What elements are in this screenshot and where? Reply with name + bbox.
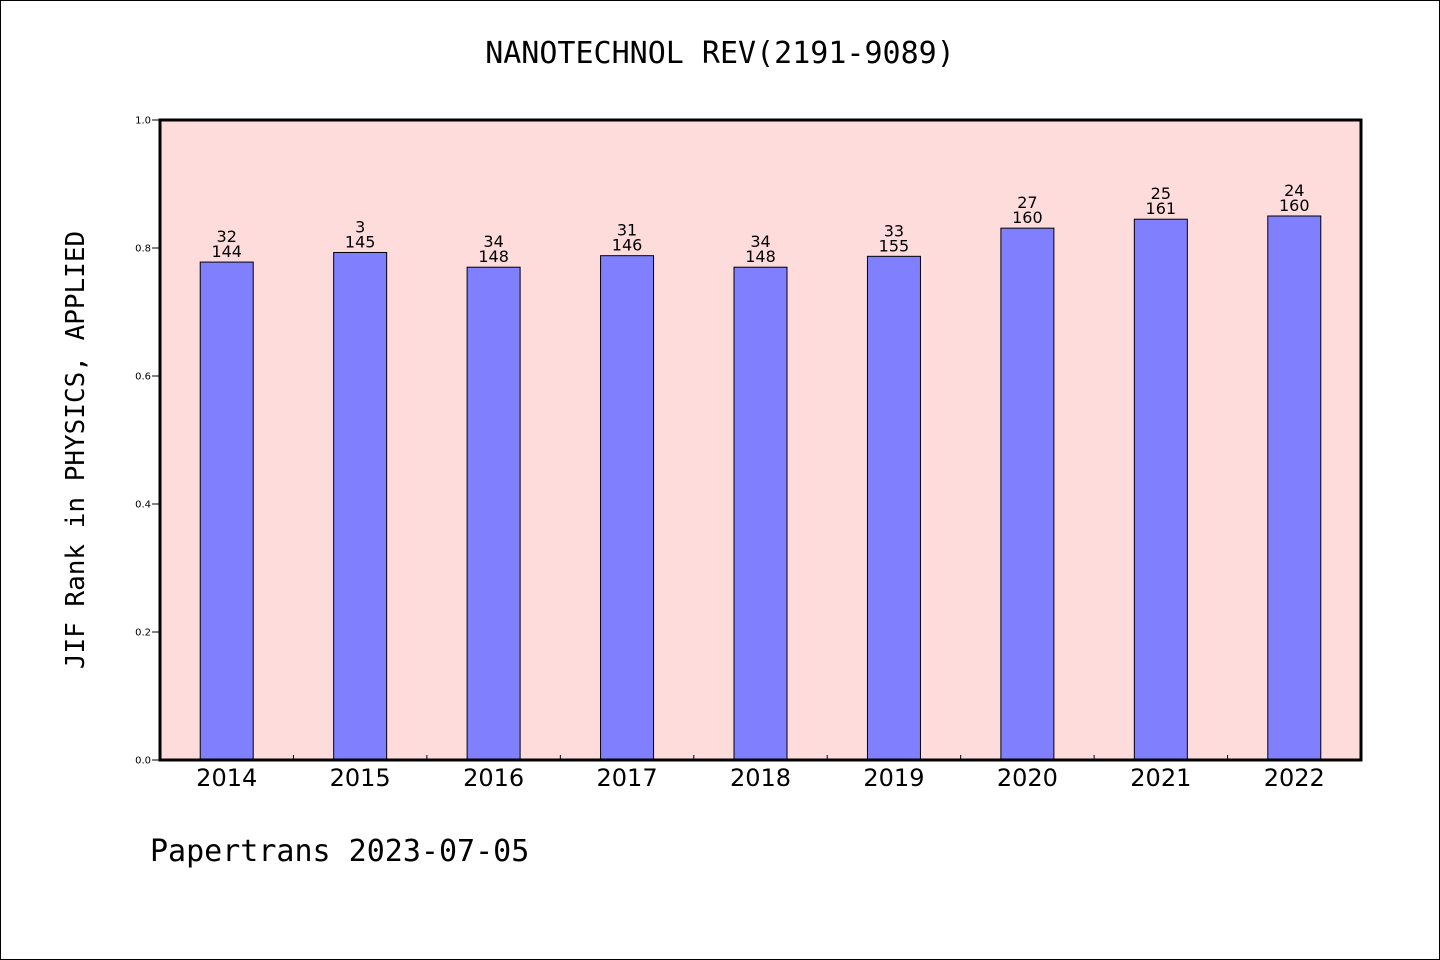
y-tick-label: 0.0 [135, 756, 151, 767]
bar-2018 [733, 266, 788, 761]
x-tick-label: 2015 [330, 764, 391, 792]
bar-rank-label: 3 [355, 217, 365, 236]
bar-total-label: 160 [1012, 208, 1043, 227]
bar-rank-label: 34 [750, 232, 770, 251]
bar-rank-label: 31 [617, 221, 637, 240]
bar-2020 [1000, 227, 1055, 761]
bar-total-label: 145 [345, 232, 376, 251]
bar-total-label: 148 [478, 247, 509, 266]
bar-2022 [1267, 215, 1322, 761]
bar-2017 [600, 255, 655, 761]
plot-border [158, 118, 1363, 762]
bar-2014 [199, 261, 254, 761]
bar-2019 [866, 255, 921, 761]
bar-rank-label: 33 [884, 221, 904, 240]
bar-rank-label: 25 [1151, 184, 1171, 203]
x-tick-label: 2019 [863, 764, 924, 792]
bar-rank-label: 24 [1284, 181, 1304, 200]
x-tick-label: 2016 [463, 764, 524, 792]
y-tick-label: 1.0 [135, 116, 151, 127]
x-tick-label: 2014 [196, 764, 257, 792]
bar-total-label: 146 [612, 236, 643, 255]
bar-rank-label: 27 [1017, 193, 1037, 212]
y-tick-label: 0.4 [135, 500, 151, 511]
bar-total-label: 160 [1279, 196, 1310, 215]
bar-total-label: 148 [745, 247, 776, 266]
x-tick-label: 2017 [597, 764, 658, 792]
bar-rank-label: 34 [483, 232, 503, 251]
x-tick-label: 2018 [730, 764, 791, 792]
bar-2015 [333, 251, 388, 761]
bar-rank-label: 32 [217, 227, 237, 246]
bar-total-label: 155 [879, 236, 910, 255]
footer-credit: Papertrans 2023-07-05 [150, 834, 530, 869]
bar-2016 [466, 266, 521, 761]
x-tick-label: 2020 [997, 764, 1058, 792]
bar-total-label: 144 [211, 242, 242, 261]
x-tick-label: 2022 [1264, 764, 1325, 792]
y-tick-label: 0.2 [135, 628, 151, 639]
x-tick-label: 2021 [1130, 764, 1191, 792]
bar-total-label: 161 [1146, 199, 1177, 218]
bar-2021 [1133, 218, 1188, 761]
y-tick-label: 0.8 [135, 244, 151, 255]
y-tick-label: 0.6 [135, 372, 151, 383]
chart-title: NANOTECHNOL REV(2191-9089) [485, 36, 955, 71]
